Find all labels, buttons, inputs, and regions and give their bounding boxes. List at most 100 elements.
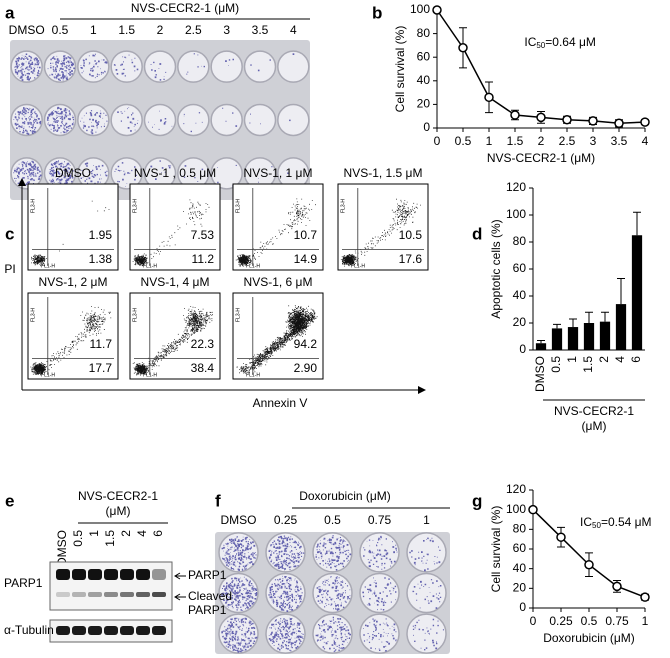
band [120,592,134,597]
colonies [225,58,234,66]
x-tick-label: 4 [613,356,627,363]
band [136,569,150,580]
bar [615,304,627,350]
lane-label: 6 [151,530,165,537]
colonies [48,160,74,188]
lane-label: 0.5 [71,530,85,547]
gate-axis-label: FL3-H [235,308,241,322]
colonies [80,53,108,79]
colonies [150,61,167,81]
y-tick-label: 80 [513,522,527,536]
well [210,157,243,190]
x-tick-label: 3 [590,134,597,148]
band [56,592,70,597]
x-tick-label: 0.25 [549,614,573,628]
quadrant-value: 2.90 [294,361,318,375]
colonies [80,162,108,189]
panel-title: NVS-CECR2-1 (μM) [131,1,239,15]
x-axis-label: NVS-CECR2-1 [554,404,634,418]
annotation: IC50=0.64 μM [524,35,596,50]
y-tick-label: 60 [513,541,527,555]
plot-title: NVS-1 , 0.5 μM [134,166,216,180]
data-point [612,581,622,592]
x-tick-label: 1 [486,134,493,148]
colonies [221,536,257,571]
gate-axis-label: FL1-H [41,372,55,378]
band [72,592,86,597]
data-point [640,592,650,602]
colonies [289,119,291,122]
column-label: DMSO [9,23,45,37]
panel-letter: f [215,491,221,510]
event-dots [236,305,318,374]
arrow-head [18,178,26,186]
axis-label: PI [4,262,15,276]
band [120,569,134,580]
data-point [556,532,566,542]
band [72,569,86,580]
band [56,569,70,580]
colonies [363,535,398,570]
gate-axis-label: FL1-H [143,263,157,269]
y-tick-label: 0 [519,600,526,614]
well [312,613,353,654]
event-dots [132,306,213,376]
colonies [181,165,204,187]
data-point [562,114,572,125]
plot-frame [232,183,324,271]
colonies [46,106,75,134]
plot-frame [27,183,119,271]
lane-label: 2 [119,530,133,537]
well [143,103,177,137]
data-point [588,116,598,126]
y-tick-label: 20 [417,97,431,111]
x-tick-label: 0 [434,134,441,148]
panel-letter: b [372,3,382,22]
error-bar [601,311,609,322]
annotation-text: IC [524,35,536,49]
band [120,626,134,635]
quadrant-value: 14.9 [294,252,318,266]
colonies [13,160,42,186]
y-tick-label: 0 [519,342,526,356]
well [406,572,447,614]
plot-frame [232,292,324,380]
bar [599,321,611,350]
well [177,103,210,137]
x-tick-label: 4 [642,134,649,148]
column-label: 0.25 [274,513,298,527]
error-bar [569,318,577,328]
gate-axis-label: FL1-H [246,372,260,378]
colonies [268,535,305,571]
annotation-sub: 50 [592,521,601,530]
gate-axis-label: FL1-H [351,263,365,269]
annotation-text: IC [580,515,592,529]
axis-label: Annexin V [253,396,308,410]
x-tick-label: DMSO [533,356,547,392]
panel-title: NVS-CECR2-1 [78,489,158,503]
arrow-label: PARP1 [188,603,227,617]
colonies [287,172,289,174]
x-tick-label: 1 [565,356,579,363]
band [104,592,118,597]
colonies [148,110,173,130]
x-tick-label: 0 [530,614,537,628]
y-tick-label: 120 [506,180,526,194]
data-point [432,5,442,15]
well [43,50,77,83]
colonies [222,107,238,127]
y-tick-label: 60 [513,261,527,275]
colonies [47,55,75,81]
y-tick-label: 120 [506,482,526,496]
bar [631,235,643,350]
gate-axis-label: FL3-H [132,308,138,322]
bar [535,343,547,350]
data-point [458,43,468,53]
band [152,626,166,635]
column-label: 3.5 [252,23,269,37]
error-bar [585,311,593,323]
well [277,50,310,83]
x-tick-label: 0.5 [549,356,563,373]
well [312,572,353,614]
plot-title: NVS-1, 4 μM [141,275,210,289]
